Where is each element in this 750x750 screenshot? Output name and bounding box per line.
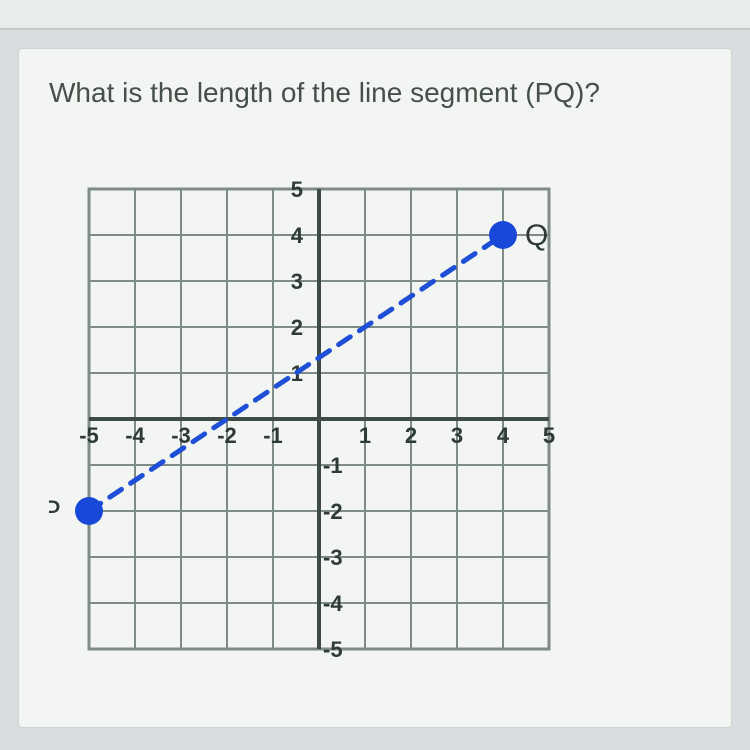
y-tick-label: -2 (323, 499, 343, 524)
x-tick-label: -4 (125, 423, 145, 448)
x-tick-label: -2 (217, 423, 237, 448)
chart-container: -5-4-3-2-11234512345-1-2-3-4-5PQ (49, 169, 701, 669)
x-tick-label: 1 (359, 423, 371, 448)
point-q (489, 221, 517, 249)
label-p: P (49, 495, 61, 528)
y-tick-label: 2 (291, 315, 303, 340)
x-tick-label: 5 (543, 423, 555, 448)
x-tick-label: -1 (263, 423, 283, 448)
coordinate-grid: -5-4-3-2-11234512345-1-2-3-4-5PQ (49, 169, 609, 669)
x-tick-label: -3 (171, 423, 191, 448)
x-tick-label: -5 (79, 423, 99, 448)
x-tick-label: 4 (497, 423, 510, 448)
x-tick-label: 2 (405, 423, 417, 448)
y-tick-label: 3 (291, 269, 303, 294)
y-tick-label: 4 (291, 223, 304, 248)
y-tick-label: -3 (323, 545, 343, 570)
x-tick-label: 3 (451, 423, 463, 448)
top-strip (0, 0, 750, 30)
y-tick-label: 5 (291, 177, 303, 202)
label-q: Q (525, 219, 548, 252)
y-tick-label: -1 (323, 453, 343, 478)
question-text: What is the length of the line segment (… (49, 77, 701, 109)
point-p (75, 497, 103, 525)
y-tick-label: -4 (323, 591, 343, 616)
y-tick-label: -5 (323, 637, 343, 662)
question-card: What is the length of the line segment (… (18, 48, 732, 728)
